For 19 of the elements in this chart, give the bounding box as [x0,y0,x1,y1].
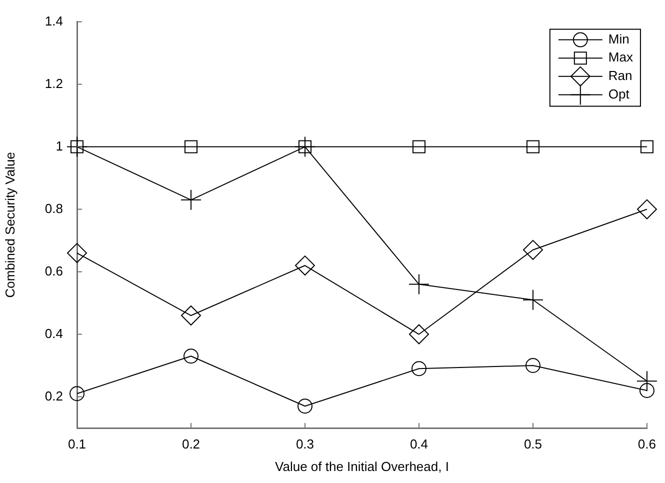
x-tick-label: 0.3 [296,436,314,452]
y-tick-label: 1.4 [44,13,63,28]
x-tick-label: 0.2 [182,436,200,452]
x-tick-label: 0.1 [68,436,86,452]
y-tick-label: 0.8 [44,200,63,216]
legend-label: Min [608,31,630,46]
legend-label: Opt [608,86,630,102]
y-tick-label: 0.4 [44,326,63,341]
legend-label: Max [608,50,634,65]
y-tick-label: 0.2 [44,388,63,404]
legend-label: Ran [608,68,632,83]
x-tick-label: 0.6 [638,436,656,452]
x-tick-label: 0.5 [524,436,542,452]
x-axis-title: Value of the Initial Overhead, I [275,458,449,474]
y-axis-title: Combined Security Value [2,152,18,298]
y-tick-label: 1 [56,138,63,154]
y-tick-label: 1.2 [44,76,63,91]
y-tick-label: 0.6 [44,263,63,278]
x-tick-label: 0.4 [410,436,428,452]
